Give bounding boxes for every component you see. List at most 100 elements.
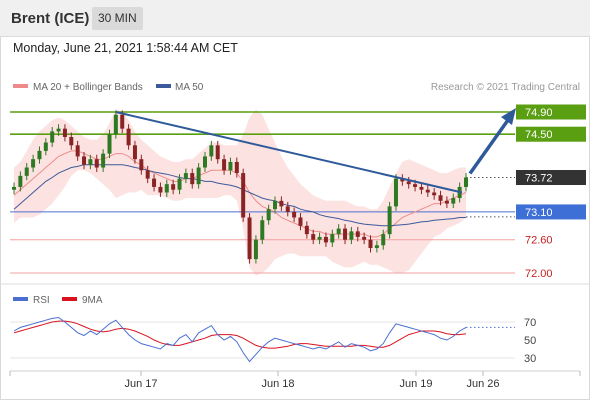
- candle-body: [158, 186, 163, 193]
- candle-body: [323, 236, 328, 243]
- candle-body: [190, 173, 195, 185]
- period-badge[interactable]: 30 MIN: [92, 7, 143, 30]
- candle-body: [381, 234, 386, 246]
- candle-body: [113, 114, 118, 135]
- candle-body: [273, 200, 278, 210]
- candle-body: [387, 206, 392, 235]
- candle-body: [413, 184, 418, 187]
- candle-body: [451, 198, 456, 204]
- candle-body: [183, 173, 188, 179]
- candle-body: [406, 181, 411, 185]
- candle-body: [330, 234, 335, 243]
- x-tick-label: Jun 19: [399, 378, 432, 390]
- rsi-tick-70: 70: [524, 317, 536, 329]
- candle-body: [311, 234, 316, 240]
- copyright-label: Research © 2021 Trading Central: [431, 82, 580, 93]
- candle-body: [37, 150, 42, 160]
- candle-body: [215, 145, 220, 160]
- candle-body: [247, 217, 252, 260]
- candle-body: [126, 128, 131, 146]
- legend-ma50-label: MA 50: [175, 82, 204, 93]
- legend-ma9-swatch: [62, 297, 77, 301]
- candle-body: [50, 131, 55, 143]
- candle-body: [94, 159, 99, 168]
- candle-body: [18, 175, 23, 187]
- x-tick-label: Jun 26: [466, 378, 499, 390]
- candle-body: [31, 159, 36, 168]
- rsi-tick-50: 50: [524, 335, 536, 347]
- projection-arrow-head: [501, 108, 516, 125]
- rsi-line: [13, 316, 467, 363]
- candle-body: [241, 173, 246, 218]
- candle-body: [304, 225, 309, 235]
- candle-body: [393, 178, 398, 207]
- candle-body: [139, 159, 144, 171]
- candle-body: [438, 195, 443, 201]
- legend-rsi-swatch: [13, 297, 28, 301]
- projection-arrow-shaft: [468, 118, 510, 175]
- candle-body: [317, 236, 322, 240]
- instrument-title: Brent (ICE): [11, 10, 90, 27]
- candle-body: [432, 192, 437, 196]
- candle-body: [209, 145, 214, 157]
- candle-body: [202, 156, 207, 168]
- candle-body: [12, 186, 16, 190]
- x-axis-ticks: Jun 17 Jun 18 Jun 19 Jun 26: [9, 371, 581, 390]
- level-label-74.90: 74.90: [525, 107, 553, 119]
- candle-body: [56, 128, 61, 132]
- candle-body: [164, 184, 169, 193]
- candle-body: [107, 134, 112, 154]
- candle-body: [24, 167, 29, 176]
- level-badge-73.72: [516, 170, 586, 186]
- trend-annotations: [115, 108, 516, 194]
- level-label-73.10: 73.10: [525, 207, 553, 219]
- level-label-74.50: 74.50: [525, 129, 553, 141]
- candle-body: [120, 114, 125, 129]
- legend-bollinger-swatch: [13, 84, 28, 88]
- level-lines: [10, 111, 515, 274]
- legend-ma9-label: 9MA: [82, 295, 103, 306]
- x-tick-label: Jun 17: [124, 378, 157, 390]
- candle-body: [82, 156, 87, 165]
- level-labels: 74.90 74.50 73.72 73.10 72.60 72.00: [516, 104, 586, 280]
- candles: [12, 110, 468, 264]
- candle-body: [425, 189, 430, 193]
- timestamp: Monday, June 21, 2021 1:58:44 AM CET: [13, 41, 238, 55]
- candle-body: [228, 161, 233, 171]
- level-badge-73.10: [516, 204, 586, 220]
- candle-body: [43, 142, 48, 151]
- rsi-ma9-line: [13, 320, 467, 349]
- candle-body: [171, 184, 176, 190]
- rsi-tick-30: 30: [524, 353, 536, 365]
- candle-body: [285, 206, 290, 212]
- candle-body: [234, 161, 239, 174]
- candle-body: [222, 159, 227, 171]
- candle-body: [336, 228, 341, 235]
- rsi-panel: 70 50 30: [10, 316, 536, 365]
- candle-body: [349, 231, 354, 240]
- candle-body: [101, 153, 106, 168]
- candle-body: [196, 167, 201, 185]
- candle-body: [343, 228, 348, 240]
- candle-body: [464, 177, 468, 187]
- candle-body: [132, 145, 137, 160]
- candle-body: [152, 178, 157, 187]
- candle-body: [266, 209, 271, 221]
- candle-body: [374, 245, 379, 249]
- candle-body: [260, 220, 265, 240]
- legend-bollinger-label: MA 20 + Bollinger Bands: [33, 82, 143, 93]
- candle-body: [177, 178, 182, 190]
- candle-body: [292, 211, 297, 218]
- candle-body: [298, 217, 303, 226]
- candle-body: [145, 170, 150, 179]
- candle-body: [279, 200, 284, 207]
- candle-body: [419, 186, 424, 190]
- level-label-72.60: 72.60: [525, 235, 553, 247]
- candle-body: [69, 136, 74, 146]
- candle-body: [62, 128, 67, 137]
- legend-ma50-swatch: [156, 84, 171, 88]
- candle-body: [75, 145, 80, 157]
- descending-trendline: [115, 111, 463, 194]
- candle-body: [253, 239, 258, 260]
